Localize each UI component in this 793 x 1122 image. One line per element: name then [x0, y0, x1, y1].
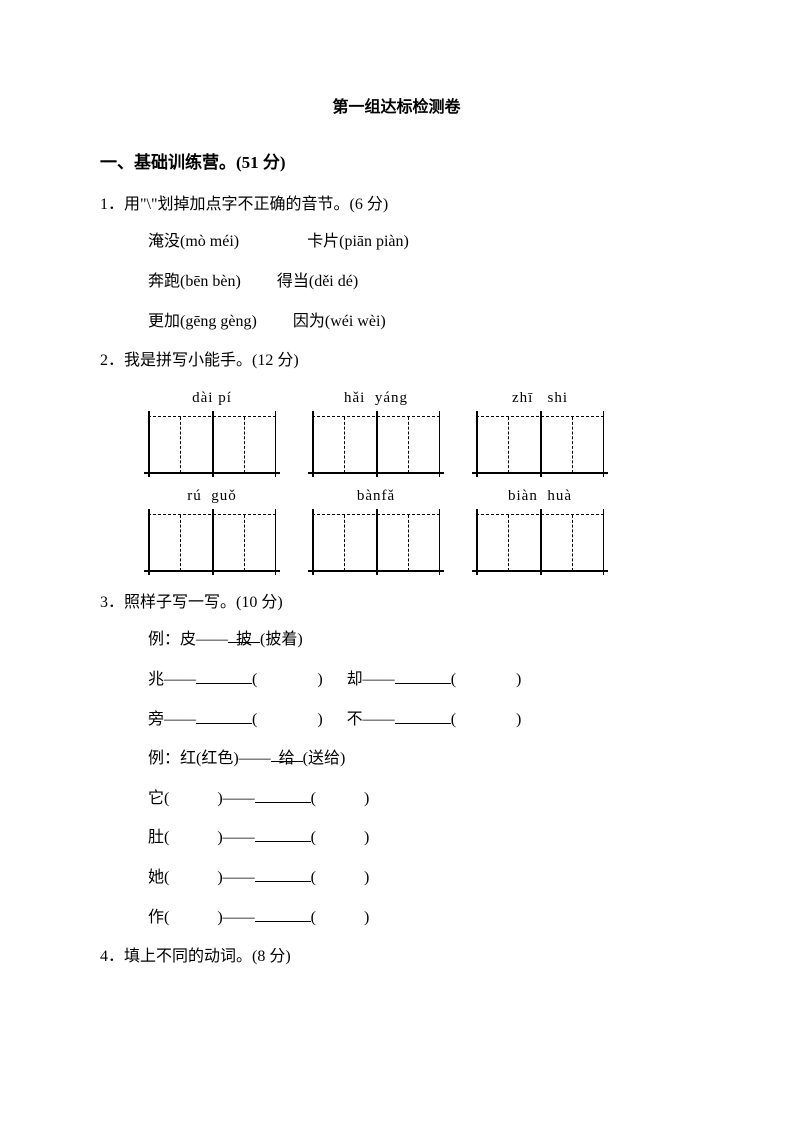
pinyin-label: hǎi yáng	[344, 386, 408, 410]
q2-row2: rú guǒ bànfǎ biàn huà	[100, 484, 693, 572]
pinyin-box: rú guǒ	[148, 484, 276, 572]
pinyin-box: hǎi yáng	[312, 386, 440, 474]
writing-grid[interactable]	[148, 514, 276, 572]
page-title: 第一组达标检测卷	[100, 95, 693, 121]
q3-prompt: 3．照样子写一写。(10 分)	[100, 590, 693, 616]
q3-pair: 兆——()却——()	[100, 667, 693, 693]
q1-row: 更加(gēng gèng) 因为(wéi wèi)	[100, 309, 693, 335]
blank[interactable]	[196, 708, 252, 724]
q3-line: 它()——()	[100, 786, 693, 812]
blank[interactable]	[196, 668, 252, 684]
writing-grid[interactable]	[148, 416, 276, 474]
q2-prompt: 2．我是拼写小能手。(12 分)	[100, 348, 693, 374]
example-answer: 披	[228, 627, 260, 643]
section-header: 一、基础训练营。(51 分)	[100, 149, 693, 176]
example-label: 例：红(红色)——	[148, 750, 271, 767]
q1-row: 淹没(mò méi) 卡片(piān piàn)	[100, 229, 693, 255]
q2-row1: dài pí hǎi yáng zhī shi	[100, 386, 693, 474]
q3-example1: 例：皮——披(披着)	[100, 627, 693, 653]
pair-right: 却——	[347, 671, 395, 688]
line-char: 肚(	[148, 829, 169, 846]
pinyin-box: zhī shi	[476, 386, 604, 474]
q3-pair: 旁——()不——()	[100, 707, 693, 733]
example-paren: (披着)	[260, 631, 303, 648]
writing-grid[interactable]	[312, 514, 440, 572]
blank[interactable]	[255, 787, 311, 803]
q1-item: 因为(wéi wèi)	[293, 313, 386, 330]
q1-item: 奔跑(bēn bèn)	[148, 273, 241, 290]
blank[interactable]	[395, 668, 451, 684]
blank[interactable]	[255, 866, 311, 882]
line-char: 它(	[148, 790, 169, 807]
q3-line: 她()——()	[100, 865, 693, 891]
pinyin-label: dài pí	[192, 386, 232, 410]
pinyin-box: bànfǎ	[312, 484, 440, 572]
example-label: 例：皮——	[148, 631, 228, 648]
pinyin-label: bànfǎ	[357, 484, 395, 508]
pinyin-label: biàn huà	[508, 484, 572, 508]
q1-item: 卡片(piān piàn)	[307, 233, 409, 250]
q1-row: 奔跑(bēn bèn) 得当(děi dé)	[100, 269, 693, 295]
pinyin-box: biàn huà	[476, 484, 604, 572]
pair-left: 旁——	[148, 711, 196, 728]
blank[interactable]	[255, 906, 311, 922]
pair-left: 兆——	[148, 671, 196, 688]
q1-item: 更加(gēng gèng)	[148, 313, 257, 330]
q3-example2: 例：红(红色)——给(送给)	[100, 746, 693, 772]
example-answer: 给	[271, 746, 303, 762]
q3-line: 作()——()	[100, 905, 693, 931]
q1-item: 淹没(mò méi)	[148, 233, 239, 250]
writing-grid[interactable]	[476, 416, 604, 474]
pair-right: 不——	[347, 711, 395, 728]
line-char: 她(	[148, 869, 169, 886]
pinyin-box: dài pí	[148, 386, 276, 474]
pinyin-label: rú guǒ	[187, 484, 237, 508]
pinyin-label: zhī shi	[512, 386, 568, 410]
line-char: 作(	[148, 909, 169, 926]
blank[interactable]	[255, 826, 311, 842]
q1-prompt: 1．用"\"划掉加点字不正确的音节。(6 分)	[100, 192, 693, 218]
example-paren: (送给)	[303, 750, 346, 767]
q4-prompt: 4．填上不同的动词。(8 分)	[100, 944, 693, 970]
blank[interactable]	[395, 708, 451, 724]
q3-line: 肚()——()	[100, 825, 693, 851]
q1-item: 得当(děi dé)	[277, 273, 358, 290]
writing-grid[interactable]	[476, 514, 604, 572]
writing-grid[interactable]	[312, 416, 440, 474]
